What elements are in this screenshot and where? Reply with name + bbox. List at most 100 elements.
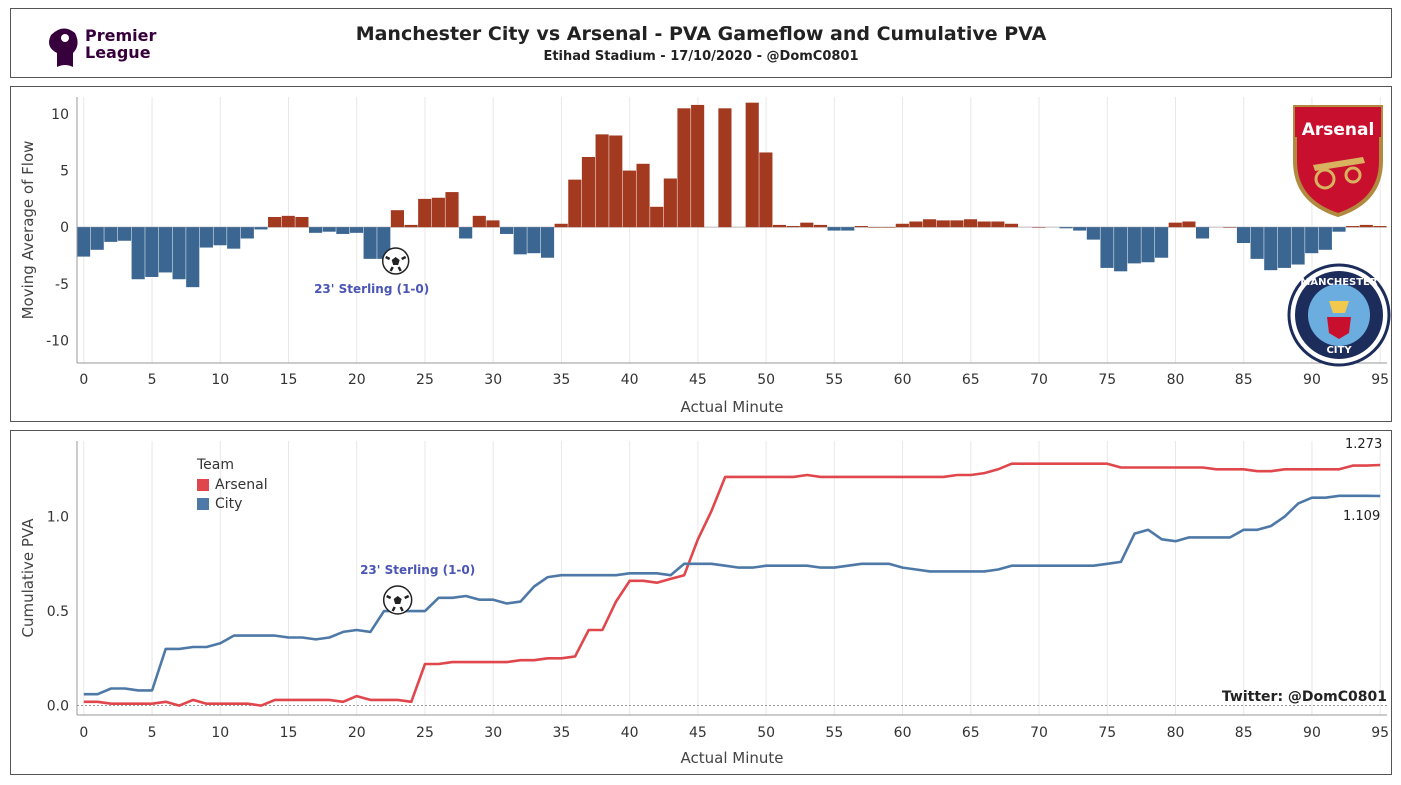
flow-bar	[1073, 227, 1087, 231]
x-tick-label: 25	[416, 372, 434, 388]
flow-bar	[1318, 227, 1332, 250]
flow-bar	[745, 102, 759, 228]
flow-bar	[77, 227, 91, 257]
flow-y-axis-label: Moving Average of Flow	[19, 141, 37, 320]
flow-y-axis: -10 -5 0 5 10	[46, 97, 78, 363]
y-tick-label: 5	[60, 164, 69, 180]
y-tick-label: 1.0	[47, 510, 69, 526]
flow-bar	[1346, 226, 1360, 228]
x-tick-label: 50	[757, 372, 775, 388]
flow-bar	[554, 223, 568, 228]
flow-bar	[1195, 227, 1210, 239]
x-tick-label: 70	[1030, 372, 1048, 388]
flow-bar	[1127, 227, 1141, 264]
man-city-crest-label-bottom: CITY	[1326, 345, 1352, 356]
flow-bar	[581, 156, 596, 228]
flow-bars	[77, 102, 1387, 288]
flow-bar	[1141, 227, 1155, 263]
legend-swatch-city	[197, 498, 209, 510]
legend-item-city[interactable]: City	[197, 496, 268, 512]
series-line-city	[83, 494, 1381, 696]
flow-bar	[1277, 227, 1291, 268]
cumulative-x-axis-label: Actual Minute	[681, 749, 784, 767]
flow-chart-panel: 0 5 10 15 20 25 30 35 40 45 50 55 60 65 70 75 80 85 90 95 -…	[10, 86, 1392, 422]
flow-bar	[759, 152, 773, 228]
cumulative-lines	[83, 462, 1381, 707]
flow-bar	[1086, 227, 1100, 240]
x-tick-label: 35	[553, 372, 571, 388]
flow-bar	[1100, 227, 1114, 268]
flow-bar	[636, 163, 650, 228]
flow-bar	[595, 134, 609, 228]
flow-bar	[1155, 227, 1169, 258]
chart-subtitle: Etihad Stadium - 17/10/2020 - @DomC0801	[543, 49, 859, 64]
legend: Team Arsenal City	[197, 457, 268, 512]
x-tick-label: 60	[894, 372, 912, 388]
flow-bar	[513, 227, 527, 255]
legend-item-arsenal[interactable]: Arsenal	[197, 477, 268, 493]
goal-annotation: 23' Sterling (1-0)	[360, 563, 475, 577]
flow-bar	[977, 221, 991, 228]
flow-bar	[1373, 226, 1387, 228]
x-tick-label: 85	[1235, 372, 1253, 388]
x-tick-label: 15	[280, 725, 298, 741]
flow-bar	[1182, 221, 1196, 228]
flow-bar	[486, 220, 500, 228]
soccer-ball-seam	[386, 594, 410, 612]
flow-bar	[1114, 227, 1128, 272]
flow-bar	[827, 227, 841, 231]
flow-x-axis-label: Actual Minute	[681, 398, 784, 416]
flow-bar	[172, 227, 186, 280]
flow-bar	[336, 227, 350, 234]
cumulative-line-chart: 0 5 10 15 20 25 30 35 40 45 50 55 60 65 70 75 80 85 90 95 0…	[19, 441, 1389, 767]
legend-title: Team	[197, 457, 235, 473]
x-tick-label: 65	[962, 372, 980, 388]
flow-bar	[1236, 227, 1251, 244]
x-tick-label: 35	[553, 725, 571, 741]
flow-bar	[895, 223, 909, 228]
x-tick-label: 10	[211, 372, 229, 388]
flow-bar	[1004, 223, 1019, 228]
flow-bar	[1032, 227, 1046, 228]
flow-bar	[295, 216, 309, 228]
flow-bar	[882, 227, 896, 228]
flow-bar	[841, 227, 855, 231]
x-tick-label: 65	[962, 725, 980, 741]
flow-bar	[568, 179, 582, 228]
flow-bar	[786, 226, 800, 228]
soccer-ball-seam	[385, 255, 407, 272]
flow-bar	[418, 198, 432, 228]
arsenal-crest-label: Arsenal	[1302, 120, 1375, 140]
flow-bar-chart: 0 5 10 15 20 25 30 35 40 45 50 55 60 65 70 75 80 85 90 95 -…	[19, 97, 1391, 416]
flow-bar	[158, 227, 173, 273]
y-tick-label: -5	[55, 277, 69, 293]
goal-annotation: 23' Sterling (1-0)	[314, 282, 429, 296]
flow-bar	[813, 224, 828, 228]
flow-bar	[186, 227, 200, 288]
flow-bar	[445, 192, 459, 228]
flow-bar	[227, 227, 241, 249]
x-tick-label: 0	[79, 372, 88, 388]
flow-bar	[772, 224, 787, 228]
flow-bar	[322, 227, 336, 232]
man-city-crest-icon: MANCHESTER CITY	[1287, 263, 1391, 367]
soccer-ball-icon	[382, 585, 413, 615]
flow-bar	[663, 178, 677, 228]
x-tick-label: 45	[689, 372, 707, 388]
flow-bar	[308, 227, 323, 233]
x-tick-label: 40	[621, 725, 639, 741]
flow-bar	[718, 108, 732, 228]
x-tick-label: 75	[1098, 372, 1116, 388]
cumulative-x-axis: 0 5 10 15 20 25 30 35 40 45 50 55 60 65 70 75 80 85 90 95	[77, 714, 1389, 741]
y-tick-label: 0.5	[47, 604, 69, 620]
flow-bar	[254, 227, 268, 230]
flow-bar	[240, 227, 254, 239]
cumulative-grid	[77, 441, 1387, 715]
x-tick-label: 30	[484, 372, 502, 388]
flow-bar	[622, 170, 636, 228]
y-tick-label: -10	[46, 333, 69, 349]
cumulative-chart-panel: 0 5 10 15 20 25 30 35 40 45 50 55 60 65 70 75 80 85 90 95 0…	[10, 430, 1392, 775]
x-tick-label: 40	[621, 372, 639, 388]
flow-bar	[281, 215, 295, 228]
x-tick-label: 5	[148, 372, 157, 388]
